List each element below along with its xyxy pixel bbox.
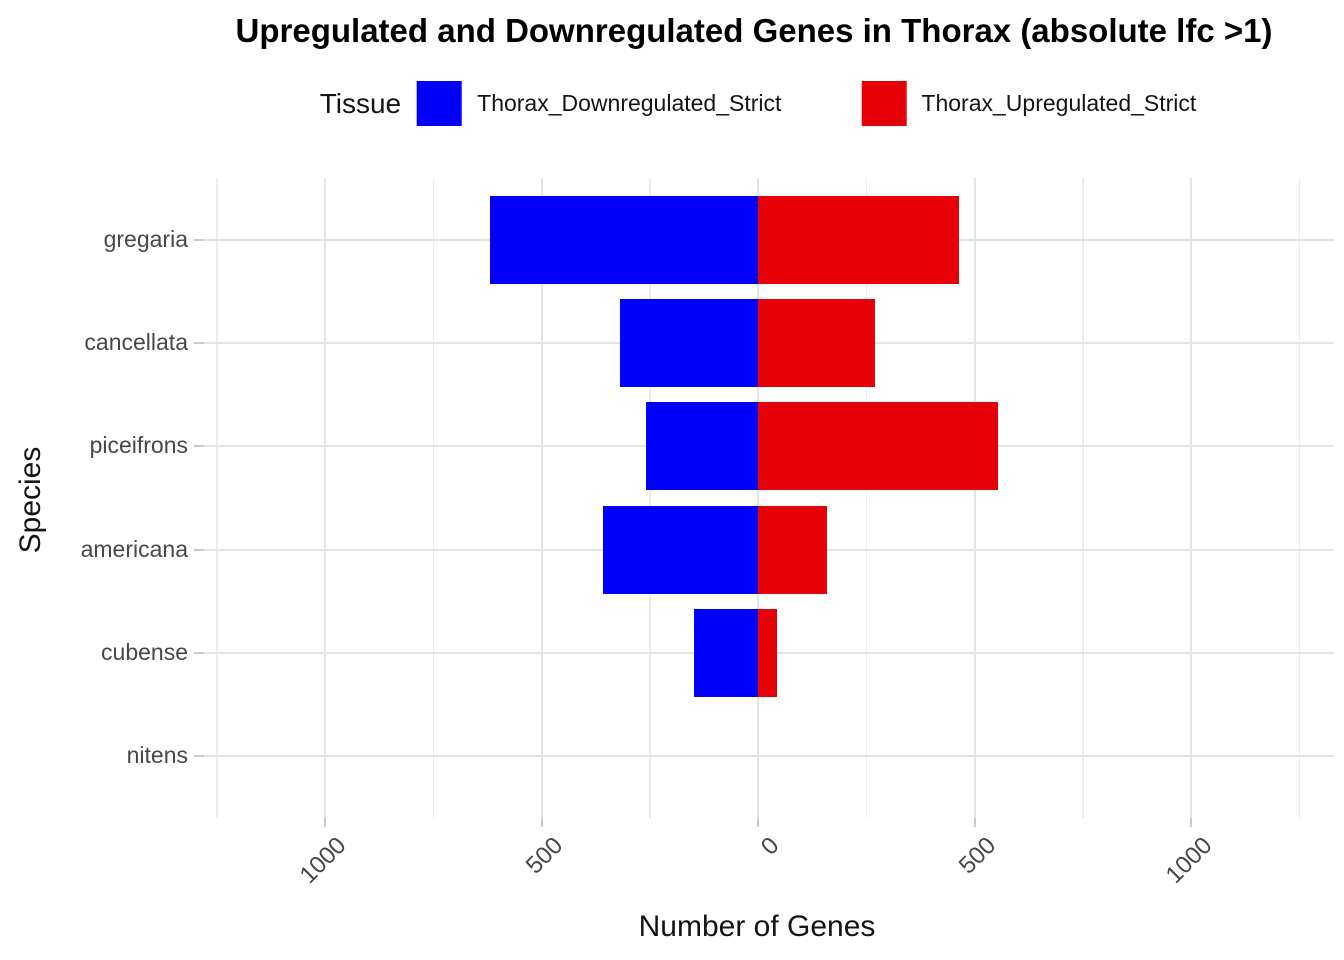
x-tick-label: 0 bbox=[755, 832, 785, 861]
legend-label-upregulated: Thorax_Upregulated_Strict bbox=[921, 90, 1197, 116]
y-axis-tick bbox=[194, 755, 204, 758]
legend-item-downregulated: Thorax_Downregulated_Strict bbox=[417, 81, 781, 126]
gridline-vertical-minor bbox=[1082, 178, 1084, 818]
gridline-vertical-major bbox=[324, 178, 327, 818]
legend-item-upregulated: Thorax_Upregulated_Strict bbox=[861, 81, 1196, 126]
y-tick-label: cubense bbox=[101, 638, 188, 665]
gridline-vertical-major bbox=[1190, 178, 1193, 818]
y-axis-tick bbox=[194, 548, 204, 551]
y-tick-label: americana bbox=[80, 535, 188, 562]
y-tick-label: gregaria bbox=[103, 225, 188, 252]
gridline-vertical-minor bbox=[216, 178, 218, 818]
y-axis-title: Species bbox=[14, 446, 47, 554]
y-axis-tick bbox=[194, 651, 204, 654]
bar-upregulated bbox=[758, 505, 827, 594]
gridline-vertical-major bbox=[757, 178, 760, 818]
x-tick-label: 1000 bbox=[1160, 832, 1218, 889]
legend-swatch-downregulated-icon bbox=[417, 81, 463, 126]
y-axis-tick bbox=[194, 238, 204, 241]
x-axis-tick bbox=[973, 818, 976, 827]
bar-downregulated bbox=[603, 505, 759, 594]
gridline-vertical-minor bbox=[865, 178, 868, 818]
bar-downregulated bbox=[646, 402, 759, 491]
x-axis-tick bbox=[1190, 818, 1193, 827]
bar-downregulated bbox=[619, 299, 759, 388]
bar-downregulated bbox=[694, 608, 759, 697]
x-tick-label: 1000 bbox=[294, 832, 352, 889]
bar-downregulated bbox=[489, 195, 759, 284]
x-axis-tick bbox=[757, 818, 760, 827]
plot-panel bbox=[204, 178, 1334, 818]
bar-upregulated bbox=[758, 608, 778, 697]
gridline-vertical-minor bbox=[432, 178, 435, 818]
chart-title: Upregulated and Downregulated Genes in T… bbox=[235, 12, 1273, 49]
x-axis-tick bbox=[540, 818, 543, 827]
x-axis-tick bbox=[324, 818, 327, 827]
bar-upregulated bbox=[758, 299, 876, 388]
y-tick-label: piceifrons bbox=[89, 432, 188, 459]
x-tick-label: 500 bbox=[520, 832, 568, 880]
x-tick-label: 500 bbox=[953, 832, 1001, 880]
bar-upregulated bbox=[758, 195, 960, 284]
legend-title: Tissue bbox=[319, 87, 402, 119]
gridline-vertical-major bbox=[973, 178, 976, 818]
gridline-vertical-minor bbox=[649, 178, 651, 818]
x-axis-title: Number of Genes bbox=[638, 910, 876, 943]
gridline-vertical-minor bbox=[1298, 178, 1301, 818]
legend-swatch-upregulated-icon bbox=[861, 81, 907, 126]
bar-upregulated bbox=[758, 402, 999, 491]
legend: Tissue Thorax_Downregulated_Strict Thora… bbox=[319, 81, 1196, 126]
y-tick-label: nitens bbox=[126, 742, 188, 769]
y-axis-tick bbox=[194, 445, 204, 448]
gridline-vertical-major bbox=[540, 178, 543, 818]
y-tick-label: cancellata bbox=[84, 329, 188, 356]
y-axis-tick bbox=[194, 342, 204, 345]
gridline-horizontal bbox=[204, 755, 1334, 758]
legend-label-downregulated: Thorax_Downregulated_Strict bbox=[477, 90, 782, 116]
